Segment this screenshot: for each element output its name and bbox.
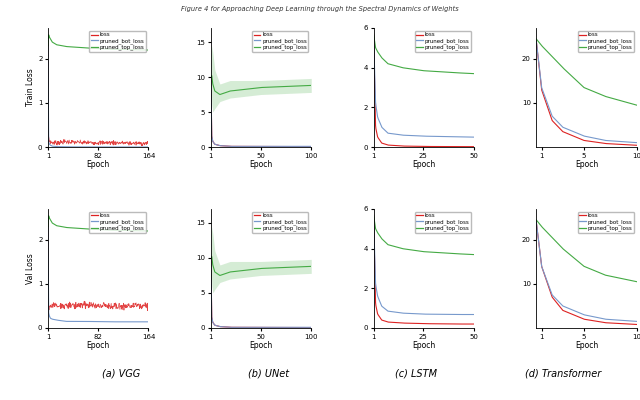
X-axis label: Epoch: Epoch (250, 160, 273, 169)
Legend: loss, pruned_bot_loss, pruned_top_loss: loss, pruned_bot_loss, pruned_top_loss (252, 212, 308, 233)
Y-axis label: Train Loss: Train Loss (26, 69, 35, 106)
Legend: loss, pruned_bot_loss, pruned_top_loss: loss, pruned_bot_loss, pruned_top_loss (578, 212, 634, 233)
Legend: loss, pruned_bot_loss, pruned_top_loss: loss, pruned_bot_loss, pruned_top_loss (252, 31, 308, 52)
X-axis label: Epoch: Epoch (575, 341, 598, 350)
X-axis label: Epoch: Epoch (250, 341, 273, 350)
Text: (b) UNet: (b) UNet (248, 368, 289, 378)
X-axis label: Epoch: Epoch (575, 160, 598, 169)
Text: (d) Transformer: (d) Transformer (525, 368, 602, 378)
Legend: loss, pruned_bot_loss, pruned_top_loss: loss, pruned_bot_loss, pruned_top_loss (415, 212, 471, 233)
X-axis label: Epoch: Epoch (412, 160, 435, 169)
Text: Figure 4 for Approaching Deep Learning through the Spectral Dynamics of Weights: Figure 4 for Approaching Deep Learning t… (181, 6, 459, 12)
Legend: loss, pruned_bot_loss, pruned_top_loss: loss, pruned_bot_loss, pruned_top_loss (415, 31, 471, 52)
X-axis label: Epoch: Epoch (86, 160, 110, 169)
X-axis label: Epoch: Epoch (86, 341, 110, 350)
Legend: loss, pruned_bot_loss, pruned_top_loss: loss, pruned_bot_loss, pruned_top_loss (578, 31, 634, 52)
Legend: loss, pruned_bot_loss, pruned_top_loss: loss, pruned_bot_loss, pruned_top_loss (90, 31, 146, 52)
X-axis label: Epoch: Epoch (412, 341, 435, 350)
Text: (a) VGG: (a) VGG (102, 368, 141, 378)
Legend: loss, pruned_bot_loss, pruned_top_loss: loss, pruned_bot_loss, pruned_top_loss (90, 212, 146, 233)
Text: (c) LSTM: (c) LSTM (395, 368, 437, 378)
Y-axis label: Val Loss: Val Loss (26, 253, 35, 284)
